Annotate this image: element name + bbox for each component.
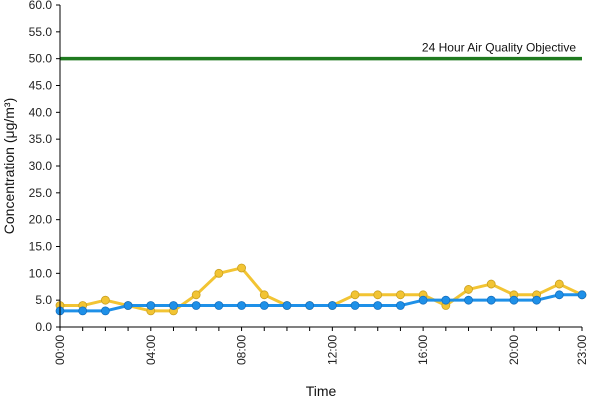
x-axis-title: Time — [306, 383, 337, 399]
series-2-point — [464, 295, 473, 305]
series-1-point — [396, 290, 405, 300]
y-tick-label: 35.0 — [29, 132, 53, 146]
y-tick-label: 10.0 — [29, 266, 53, 280]
series-2-point — [554, 290, 564, 300]
x-tick-label: 20:00 — [507, 335, 521, 365]
y-tick-label: 25.0 — [29, 186, 53, 200]
y-tick-label: 15.0 — [29, 240, 53, 254]
series-2-point — [486, 295, 496, 305]
series-2-point — [191, 301, 201, 310]
series-1-point — [191, 290, 201, 300]
series-1-point — [237, 263, 246, 273]
series-1-point — [350, 290, 360, 300]
series-1-point — [373, 290, 383, 300]
series-2-point — [509, 295, 519, 305]
series-1-point — [486, 279, 496, 289]
series-2-point — [396, 301, 405, 310]
y-tick-label: 0.0 — [35, 320, 52, 334]
y-tick-label: 40.0 — [29, 105, 53, 119]
series-1-point — [100, 295, 110, 305]
series-2-point — [214, 301, 224, 310]
series-2-point — [373, 301, 383, 310]
series-1-point — [214, 268, 224, 278]
series-2-point — [169, 301, 178, 310]
series-2-point — [418, 295, 428, 305]
y-tick-label: 60.0 — [29, 0, 53, 12]
x-axis-ticks: 00:00 04:00 08:00 12:00 16:00 20:00 23:00 — [53, 327, 589, 365]
series-2-point — [100, 306, 110, 316]
series-2-point — [259, 301, 269, 310]
series-2-point — [123, 301, 133, 310]
y-tick-label: 30.0 — [29, 159, 53, 173]
x-tick-label: 23:00 — [575, 335, 589, 365]
series-2-point — [237, 301, 246, 310]
reference-line-group: 24 Hour Air Quality Objective — [60, 41, 582, 61]
series-2-point — [78, 306, 88, 316]
x-tick-label: 08:00 — [235, 335, 249, 365]
y-axis-ticks: 0.0 5.0 10.0 15.0 20.0 25.0 30.0 35.0 40.0 45.0 50… — [29, 0, 60, 334]
series-1-point — [259, 290, 269, 300]
series-2-point — [327, 301, 337, 310]
y-tick-label: 50.0 — [29, 52, 53, 66]
series-group — [55, 263, 587, 316]
air-quality-objective-label: 24 Hour Air Quality Objective — [422, 41, 576, 55]
y-axis-title: Concentration (μg/m³) — [1, 98, 17, 234]
series-2-point — [577, 290, 587, 300]
x-tick-label: 00:00 — [53, 335, 67, 365]
y-tick-label: 45.0 — [29, 79, 53, 93]
y-tick-label: 55.0 — [29, 25, 53, 39]
series-2-point — [350, 301, 360, 310]
series-2-point — [532, 295, 542, 305]
y-tick-label: 5.0 — [35, 293, 52, 307]
series-2-point — [146, 301, 156, 310]
x-tick-label: 04:00 — [144, 335, 158, 365]
x-tick-label: 16:00 — [416, 335, 430, 365]
series-2-point — [282, 301, 292, 310]
y-tick-label: 20.0 — [29, 213, 53, 227]
x-tick-label: 12:00 — [325, 335, 339, 365]
series-2-point — [305, 301, 315, 310]
series-1-point — [554, 279, 564, 289]
series-1-point — [464, 285, 473, 294]
series-2-point — [441, 295, 451, 305]
